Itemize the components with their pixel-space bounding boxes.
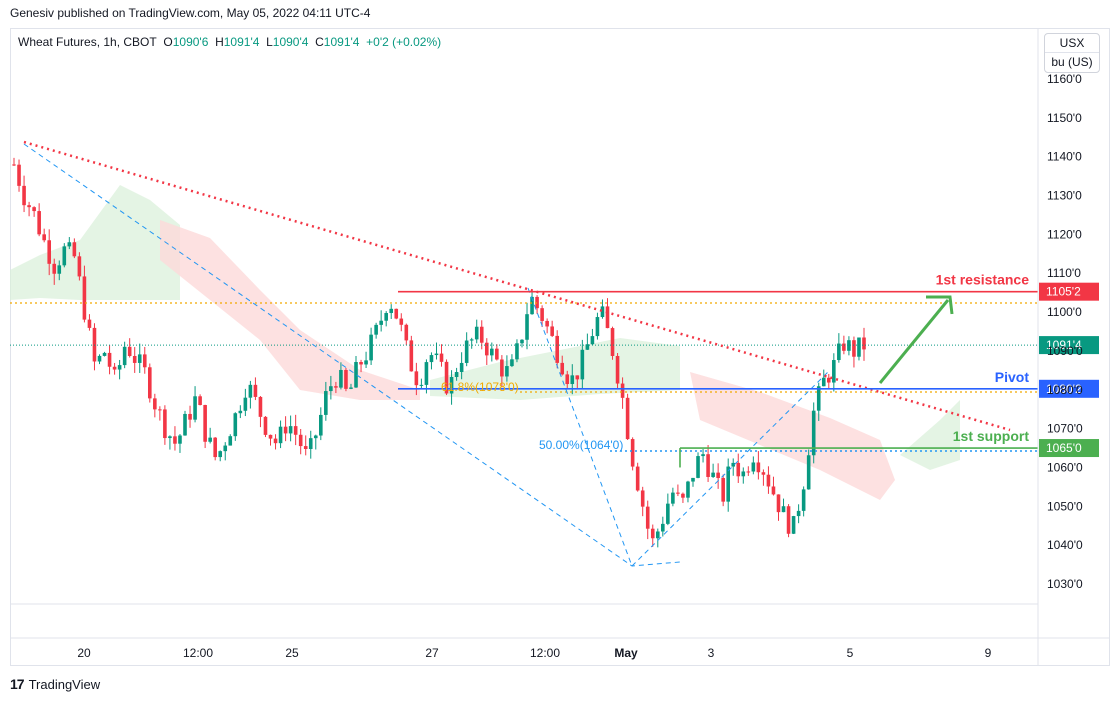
tradingview-logo-icon: 17 — [10, 676, 25, 692]
open-value: 1090'6 — [172, 35, 209, 49]
high-value: 1091'4 — [223, 35, 260, 49]
low-value: 1090'4 — [272, 35, 309, 49]
change-value: +0'2 (+0.02%) — [366, 35, 442, 49]
close-label: C — [315, 35, 324, 49]
footer-brand: TradingView — [28, 676, 101, 692]
high-label: H — [215, 35, 224, 49]
chart-frame — [10, 28, 1110, 666]
unit-label[interactable]: bu (US) — [1051, 55, 1093, 69]
close-value: 1091'4 — [323, 35, 360, 49]
currency-unit-box[interactable]: USX bu (US) — [1044, 33, 1100, 73]
low-label: L — [266, 35, 273, 49]
symbol-legend: Wheat Futures, 1h, CBOT O1090'6 H1091'4 … — [18, 35, 441, 49]
symbol-info: Wheat Futures, 1h, CBOT — [18, 35, 157, 49]
currency-label[interactable]: USX — [1045, 34, 1099, 53]
open-label: O — [163, 35, 173, 49]
publisher-line: Genesiv published on TradingView.com, Ma… — [10, 6, 371, 20]
tradingview-footer: 17 TradingView — [10, 676, 100, 692]
